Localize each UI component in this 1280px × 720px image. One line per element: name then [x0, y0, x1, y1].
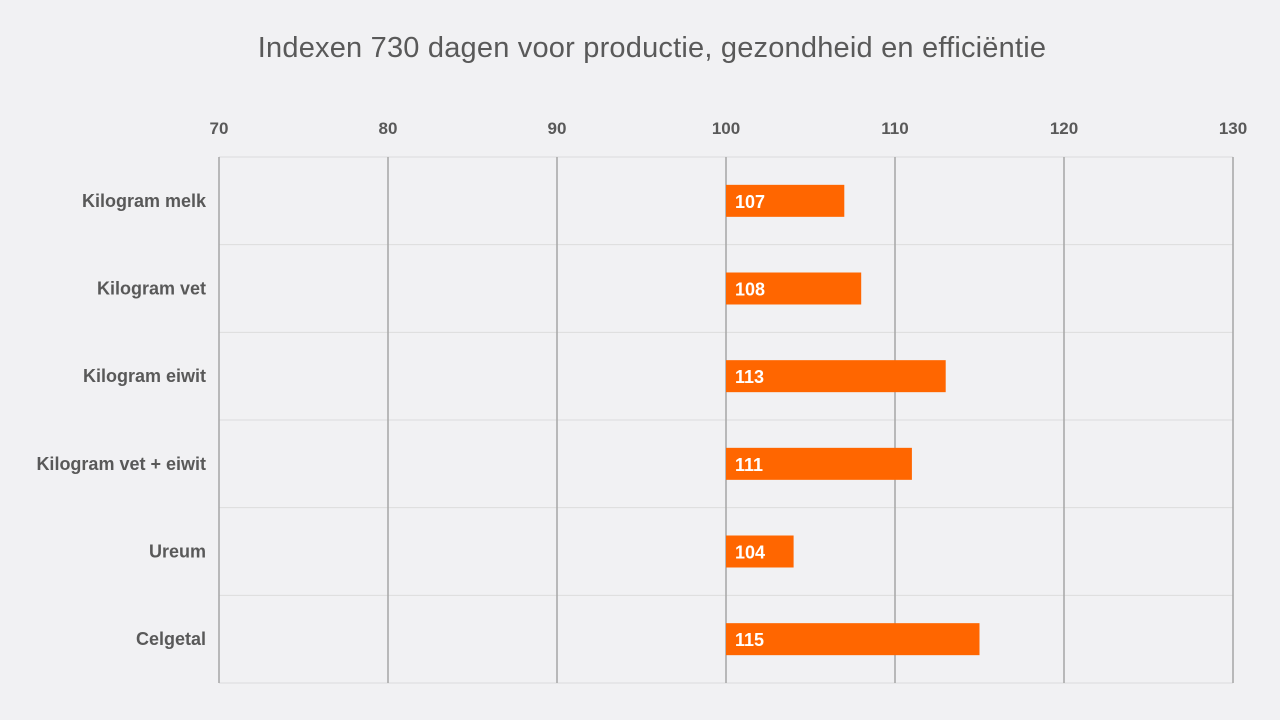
data-label: 108	[735, 280, 765, 300]
bar	[726, 272, 862, 305]
data-label: 111	[735, 455, 763, 475]
bar	[726, 360, 946, 393]
category-label: Celgetal	[136, 629, 206, 649]
data-label: 115	[735, 630, 764, 650]
bar	[726, 623, 980, 656]
x-tick-label: 120	[1050, 119, 1078, 138]
data-label: 107	[735, 192, 765, 212]
chart-title: Indexen 730 dagen voor productie, gezond…	[257, 32, 1047, 64]
category-label: Kilogram vet	[97, 279, 206, 299]
x-tick-label: 100	[712, 119, 740, 138]
data-label: 104	[735, 543, 765, 563]
bar	[726, 535, 794, 568]
bar	[726, 447, 912, 480]
x-tick-label: 80	[379, 119, 398, 138]
category-label: Kilogram melk	[82, 191, 207, 211]
x-tick-label: 90	[548, 119, 567, 138]
x-tick-label: 70	[210, 119, 229, 138]
category-label: Kilogram eiwit	[83, 366, 206, 386]
category-label: Ureum	[149, 542, 206, 562]
bar	[726, 184, 845, 217]
category-label: Kilogram vet + eiwit	[36, 454, 206, 474]
data-label: 113	[735, 367, 764, 387]
x-tick-label: 130	[1219, 119, 1247, 138]
x-tick-label: 110	[881, 119, 908, 138]
